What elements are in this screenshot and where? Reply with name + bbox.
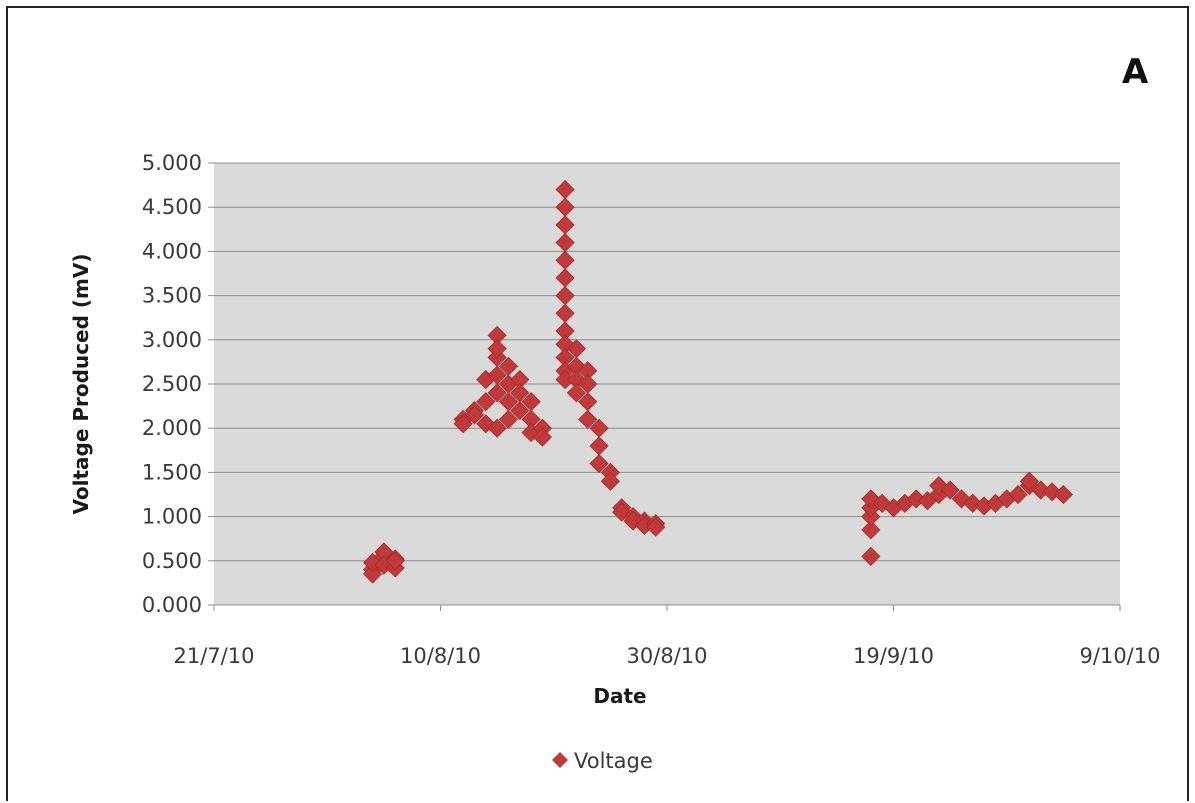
- series-voltage: [362, 179, 1073, 584]
- data-point: [646, 517, 666, 537]
- x-axis-title: Date: [593, 684, 646, 708]
- y-tick-label: 0.000: [142, 593, 202, 617]
- data-point: [1053, 484, 1073, 505]
- legend-marker: [552, 752, 568, 768]
- x-tick-label: 9/10/10: [1080, 644, 1161, 668]
- x-axis: 21/7/10 10/8/10 30/8/10 19/9/10 9/10/10: [174, 604, 1161, 668]
- y-axis-title: Voltage Produced (mV): [69, 254, 93, 515]
- data-point: [532, 427, 552, 447]
- data-point: [589, 453, 609, 474]
- x-tick-label: 21/7/10: [174, 644, 255, 668]
- y-tick-label: 3.500: [142, 284, 202, 308]
- data-point: [861, 546, 881, 566]
- gridlines: [214, 162, 1120, 606]
- data-point: [453, 414, 473, 434]
- data-point: [498, 409, 519, 429]
- chart-frame: A 0.000 0.500 1.000 1.500 2.000 2.500 3.000 3.5…: [6, 6, 1189, 801]
- y-tick-label: 4.500: [142, 195, 202, 219]
- data-point: [1008, 484, 1028, 505]
- y-tick-label: 5.000: [142, 151, 202, 175]
- legend: Voltage: [552, 749, 653, 773]
- y-tick-label: 0.500: [142, 549, 202, 573]
- x-tick-label: 10/8/10: [400, 644, 481, 668]
- y-axis: 0.000 0.500 1.000 1.500 2.000 2.500 3.000 3.500…: [142, 151, 214, 617]
- panel-label: A: [1122, 52, 1149, 92]
- y-tick-label: 1.500: [142, 460, 202, 484]
- data-point: [476, 392, 496, 412]
- x-tick-label: 19/9/10: [853, 644, 934, 668]
- y-tick-label: 2.000: [142, 416, 202, 440]
- data-point: [487, 418, 507, 438]
- data-point: [510, 400, 530, 421]
- y-tick-label: 4.000: [142, 239, 202, 263]
- y-tick-label: 2.500: [142, 372, 202, 396]
- x-tick-label: 30/8/10: [627, 644, 708, 668]
- scatter-chart: A 0.000 0.500 1.000 1.500 2.000 2.500 3.000 3.5…: [69, 52, 1161, 773]
- data-point: [861, 520, 881, 540]
- data-point: [1019, 471, 1039, 491]
- data-point: [464, 405, 485, 425]
- data-point: [487, 383, 507, 403]
- data-point: [940, 480, 960, 500]
- legend-label: Voltage: [574, 749, 653, 773]
- data-point: [578, 409, 598, 429]
- y-tick-label: 1.000: [142, 505, 202, 529]
- y-tick-label: 3.000: [142, 328, 202, 352]
- data-point: [385, 551, 405, 571]
- data-point: [362, 564, 383, 584]
- data-point: [487, 339, 507, 359]
- data-point: [600, 471, 620, 491]
- data-point: [566, 383, 586, 403]
